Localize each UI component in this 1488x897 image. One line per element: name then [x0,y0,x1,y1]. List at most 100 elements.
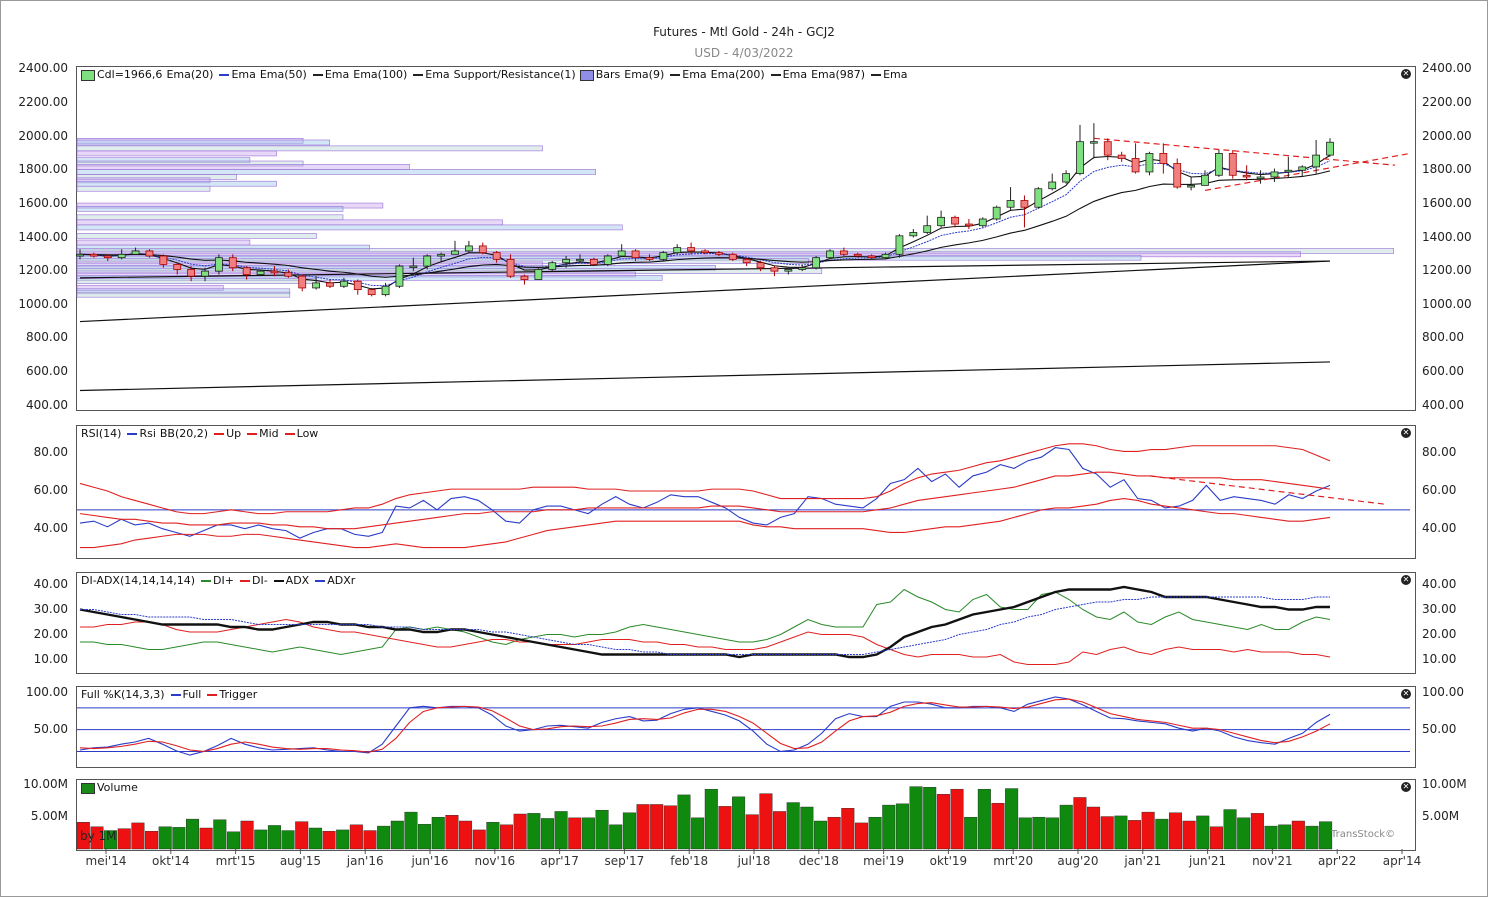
legend-label: Ema(987) [811,68,866,81]
volume-bar [213,819,227,850]
volume-bar [1059,804,1073,850]
rsi-panel-close-icon[interactable]: ✕ [1401,428,1411,438]
candle-body [353,280,362,291]
volume-bar [1032,816,1046,850]
y-tick-label: 10.00M [1422,777,1467,792]
adx-series-di [80,588,1331,656]
candle-body [1020,200,1029,208]
volume-bar [1223,809,1237,850]
stoch-panel-close-icon[interactable]: ✕ [1401,689,1411,699]
legend-label: Bars [595,68,621,81]
y-tick-label: 800.00 [26,330,68,345]
stoch-legend: Full %K(14,3,3) Full Trigger [81,688,257,701]
legend-entry: Ema [769,68,807,81]
legend-line [871,74,882,76]
volume-profile-bar [76,177,211,184]
x-tick-label: nov'21 [1252,854,1293,868]
y-tick-label: 1000.00 [1422,296,1472,311]
legend-label: Full [182,688,202,701]
legend-line [312,74,323,76]
volume-bar [1018,817,1032,850]
volume-profile-bar [76,248,1394,254]
candle-body [562,258,571,264]
volume-bar [431,816,445,850]
volume-profile-bar [76,160,304,167]
volume-bar [117,828,131,850]
volume-bar [186,818,200,850]
candle-body [478,245,487,254]
volume-bar [691,817,705,850]
price-legend: Cdl=1966,6 Ema(20) Ema Ema(50) Ema Ema(100) Em… [81,68,907,81]
candle-body [673,247,682,254]
volume-profile-bar [76,214,344,221]
candle-body [228,257,237,269]
long-ema-line [79,361,1331,392]
volume-panel-close-icon[interactable]: ✕ [1401,782,1411,792]
legend-entry: Full [169,688,202,701]
volume-bar [909,786,923,850]
legend-label: Trigger [219,688,258,701]
y-tick-label: 40.00 [33,520,68,535]
volume-bar [745,814,759,850]
volume-bar [554,811,568,850]
candle-body [784,269,793,272]
candle-body [367,289,376,296]
legend-label: Ema(20) [166,68,214,81]
volume-profile-bar [76,261,543,268]
rsi-legend: RSI(14) Rsi BB(20,2) Up Mid Low [81,427,318,440]
candle-body [826,250,834,259]
candle-body [1298,166,1307,171]
x-tick-label: apr'14 [1382,854,1422,868]
candle-body [923,225,932,233]
adx-series-adx [79,585,1330,659]
legend-line [201,580,212,582]
volume-profile-bar [76,233,317,239]
candle-body [464,245,473,252]
candle-body [1312,154,1321,168]
legend-entry: Trigger [205,688,257,701]
legend-entry: DI- [238,574,268,587]
volume-bar [322,830,336,850]
volume-bar [814,820,828,850]
volume-profile-bar [76,145,543,152]
rsi-series-low [80,497,1331,549]
candle-body [270,270,279,274]
price-panel-close-icon[interactable]: ✕ [1401,69,1411,79]
volume-bar [854,822,868,850]
ema-mid-line [79,170,1331,278]
volume-bar [90,826,104,850]
candle-body [548,262,557,270]
candle-body [201,270,209,277]
legend-entry: BB(20,2) [160,427,208,440]
legend-entry: ADXr [313,574,355,587]
candle-body [409,265,418,268]
y-tick-label: 10.00 [33,651,68,666]
volume-profile-bar [76,268,823,274]
volume-bar [786,802,800,850]
legend-label: Ema [425,68,450,81]
y-tick-label: 400.00 [1422,397,1464,412]
y-tick-label: 2000.00 [18,128,68,143]
volume-bar [76,822,90,850]
y-tick-label: 60.00 [33,483,68,497]
volume-bar [704,788,718,850]
adx-panel-close-icon[interactable]: ✕ [1401,575,1411,585]
volume-bar [841,808,855,850]
legend-line [207,694,218,696]
candle-body [576,258,584,262]
y-tick-label: 40.00 [33,576,68,591]
y-tick-label: 50.00 [1422,721,1457,736]
y-tick-label: 80.00 [1422,445,1457,460]
legend-entry: Ema(200) [711,68,765,81]
legend-label: DI-ADX(14,14,14,14) [81,574,196,587]
candle-body [131,250,140,255]
volume-profile-bar [76,239,251,246]
volume-bar [595,809,609,850]
candle-body [589,258,598,265]
legend-line [247,433,258,435]
y-tick-label: 20.00 [1422,626,1457,641]
x-tick-label: okt'14 [152,854,190,868]
y-tick-label: 10.00M [23,777,68,792]
legend-label: ADX [285,574,310,587]
candle-body [1006,200,1015,208]
